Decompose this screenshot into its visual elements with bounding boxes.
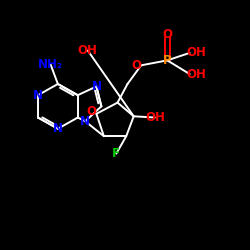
Text: N: N: [53, 122, 63, 135]
Text: NH₂: NH₂: [38, 58, 63, 70]
Text: O: O: [162, 28, 172, 41]
Text: OH: OH: [186, 46, 206, 60]
Text: O: O: [86, 105, 97, 118]
Text: OH: OH: [186, 68, 206, 80]
Text: OH: OH: [145, 111, 165, 124]
Text: N: N: [80, 115, 90, 128]
Text: N: N: [33, 89, 43, 102]
Text: O: O: [132, 59, 142, 72]
Text: OH: OH: [78, 44, 98, 57]
Text: P: P: [163, 54, 172, 67]
Text: N: N: [92, 80, 102, 93]
Text: F: F: [112, 147, 120, 160]
